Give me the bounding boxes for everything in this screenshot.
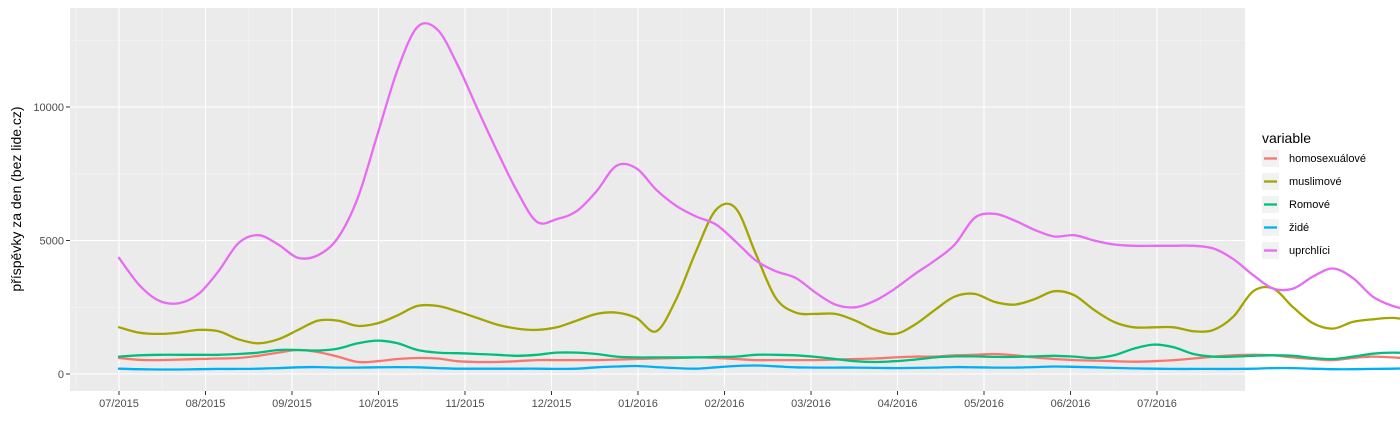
- major-gridlines: [70, 8, 1245, 391]
- legend-label: homosexuálové: [1289, 153, 1366, 165]
- x-tick-label: 07/2015: [99, 398, 139, 410]
- minor-gridlines: [70, 8, 1245, 391]
- legend-label: uprchlíci: [1289, 245, 1330, 257]
- x-tick-label: 02/2016: [705, 398, 745, 410]
- x-tick-label: 11/2015: [446, 398, 485, 410]
- y-axis: 0 5000 10000: [33, 102, 70, 381]
- x-tick-label: 05/2016: [964, 398, 1004, 410]
- legend: variable homosexuálové muslimové Romové žid…: [1262, 130, 1366, 259]
- legend-items: homosexuálové muslimové Romové židé uprchlíc…: [1262, 150, 1366, 259]
- x-tick-label: 09/2015: [272, 398, 312, 410]
- series-line-4: [117, 22, 1400, 310]
- x-tick-label: 10/2015: [359, 398, 399, 410]
- x-tick-label: 06/2016: [1051, 398, 1091, 410]
- series-lines: [117, 22, 1400, 371]
- y-axis-title: příspěvky za den (bez lide.cz): [8, 106, 24, 291]
- x-tick-label: 08/2015: [186, 398, 226, 410]
- y-tick-label: 5000: [40, 236, 64, 248]
- x-tick-label: 07/2016: [1137, 398, 1177, 410]
- series-line-3: [117, 364, 1400, 371]
- x-tick-label: 01/2016: [618, 398, 658, 410]
- panel-background: [70, 8, 1245, 391]
- y-tick-label: 10000: [33, 102, 64, 114]
- y-tick-label: 0: [58, 369, 64, 381]
- series-line-1: [117, 202, 1400, 345]
- x-tick-label: 04/2016: [878, 398, 918, 410]
- legend-label: Romové: [1289, 199, 1330, 211]
- legend-label: muslimové: [1289, 176, 1342, 188]
- x-tick-label: 03/2016: [791, 398, 831, 410]
- legend-title: variable: [1262, 130, 1311, 146]
- legend-label: židé: [1289, 222, 1309, 234]
- x-axis: 07/2015 08/2015 09/2015 10/2015 11/2015 12/20…: [99, 391, 1177, 410]
- x-tick-label: 12/2015: [532, 398, 572, 410]
- series-line-2: [117, 339, 1400, 364]
- series-line-0: [117, 348, 1400, 364]
